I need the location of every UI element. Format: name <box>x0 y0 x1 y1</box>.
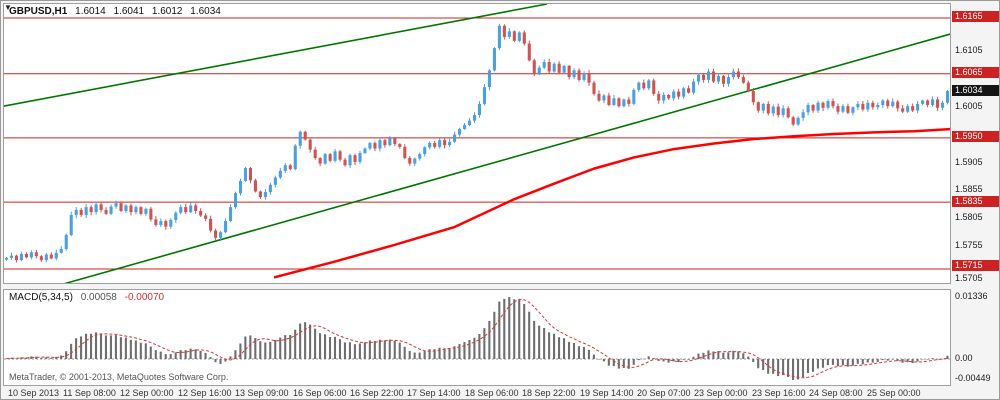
macd-tick-label: -0.00449 <box>955 373 991 383</box>
macd-indicator-header: MACD(5,34,5) 0.00058 -0.00070 <box>9 292 169 303</box>
time-tick-label: 24 Sep 08:00 <box>809 388 863 398</box>
time-tick-label: 12 Sep 16:00 <box>178 388 232 398</box>
macd-label: MACD(5,34,5) <box>9 292 73 303</box>
price-level-badge[interactable]: 1.6165 <box>952 11 999 23</box>
copyright-text: MetaTrader, © 2001-2013, MetaQuotes Soft… <box>9 372 229 382</box>
time-tick-label: 25 Sep 00:00 <box>867 388 921 398</box>
price-tick-label: 1.5755 <box>955 240 983 251</box>
time-tick-label: 20 Sep 07:00 <box>637 388 691 398</box>
price-level-badge[interactable]: 1.5950 <box>952 131 999 143</box>
candles-layer <box>4 23 950 263</box>
price-tick-label: 1.6105 <box>955 44 983 55</box>
moving-average-line <box>273 127 950 279</box>
macd-tick-label: 0.00 <box>955 353 973 363</box>
price-axis[interactable]: 1.6165 1.6105 1.6065 1.6034 1.6005 1.5950 1.59… <box>951 3 999 284</box>
trendlines[interactable] <box>4 4 950 283</box>
symbol-timeframe-label: GBPUSD,H1 <box>9 6 68 17</box>
price-tick-label: 1.5905 <box>955 156 983 167</box>
macd-histogram <box>5 297 949 380</box>
high-value: 1.6041 <box>113 6 145 17</box>
price-level-badge[interactable]: 1.5715 <box>952 259 999 271</box>
macd-tick-label: 0.01336 <box>955 291 988 301</box>
price-tick-label: 1.5805 <box>955 212 983 223</box>
time-tick-label: 10 Sep 2013 <box>8 388 60 398</box>
price-tick-label: 1.5855 <box>955 184 983 195</box>
time-tick-label: 18 Sep 06:00 <box>465 388 519 398</box>
open-value: 1.6014 <box>75 6 106 17</box>
time-tick-label: 19 Sep 14:00 <box>580 388 634 398</box>
support-resistance-lines[interactable] <box>4 17 950 270</box>
time-tick-label: 23 Sep 00:00 <box>694 388 748 398</box>
time-tick-label: 16 Sep 22:00 <box>350 388 404 398</box>
time-tick-label: 13 Sep 09:00 <box>235 388 289 398</box>
low-value: 1.6012 <box>151 6 183 17</box>
time-axis[interactable]: 10 Sep 2013 11 Sep 08:00 12 Sep 00:00 12 Se… <box>3 387 951 399</box>
time-tick-label: 11 Sep 08:00 <box>63 388 116 398</box>
macd-axis[interactable]: 0.01336 0.00 -0.00449 <box>951 289 999 386</box>
time-tick-label: 23 Sep 16:00 <box>752 388 806 398</box>
price-tick-label: 1.6005 <box>955 100 983 111</box>
macd-signal-value: -0.00070 <box>124 292 165 303</box>
price-level-badge[interactable]: 1.6065 <box>952 67 999 79</box>
macd-signal-line <box>6 298 948 379</box>
current-price-badge[interactable]: 1.6034 <box>952 84 999 96</box>
chart-symbol-header: GBPUSD,H1 1.6014 1.6041 1.6012 1.6034 <box>9 6 226 17</box>
macd-main-value: 0.00058 <box>80 292 117 303</box>
price-chart-panel[interactable] <box>3 3 951 284</box>
window-marker-icon: ▼ <box>4 3 12 12</box>
time-tick-label: 17 Sep 14:00 <box>407 388 461 398</box>
macd-indicator-panel[interactable] <box>3 289 951 386</box>
time-tick-label: 16 Sep 06:00 <box>293 388 347 398</box>
close-value: 1.6034 <box>190 6 221 17</box>
time-tick-label: 18 Sep 22:00 <box>522 388 576 398</box>
time-tick-label: 12 Sep 00:00 <box>120 388 174 398</box>
price-tick-label: 1.5705 <box>955 273 983 284</box>
price-level-badge[interactable]: 1.5835 <box>952 195 999 207</box>
